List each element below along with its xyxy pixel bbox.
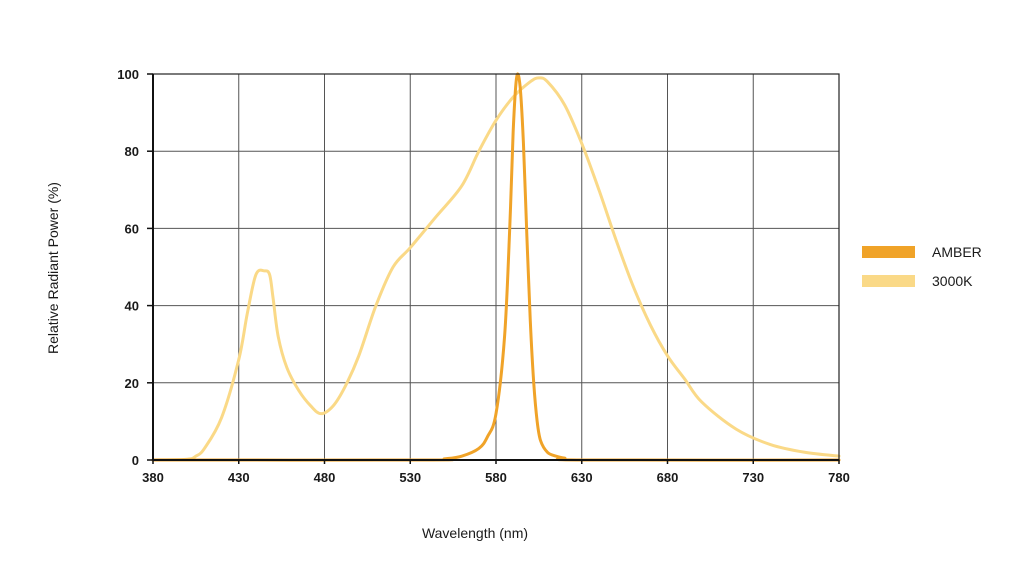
y-tick-label: 40 <box>125 299 139 314</box>
legend-label-3000k: 3000K <box>932 273 973 289</box>
chart-legend: AMBER 3000K <box>862 244 982 289</box>
series-line-3000k <box>151 76 841 462</box>
x-axis-ticks: 380 430 480 530 580 630 680 730 780 <box>142 460 850 485</box>
x-tick-label: 480 <box>314 470 336 485</box>
chart-grid <box>153 74 839 460</box>
x-tick-label: 580 <box>485 470 507 485</box>
y-tick-label: 20 <box>125 376 139 391</box>
legend-swatch-3000k <box>862 275 915 287</box>
x-tick-label: 380 <box>142 470 164 485</box>
x-tick-label: 780 <box>828 470 850 485</box>
legend-label-amber: AMBER <box>932 244 982 260</box>
chart-series <box>151 72 841 462</box>
y-tick-label: 80 <box>125 144 139 159</box>
x-tick-label: 680 <box>657 470 679 485</box>
y-tick-label: 0 <box>132 453 139 468</box>
y-tick-label: 100 <box>117 67 139 82</box>
x-tick-label: 530 <box>399 470 421 485</box>
legend-swatch-amber <box>862 246 915 258</box>
x-tick-label: 730 <box>742 470 764 485</box>
series-line-amber <box>151 72 841 462</box>
x-tick-label: 630 <box>571 470 593 485</box>
x-axis-title: Wavelength (nm) <box>422 525 528 541</box>
y-axis-title: Relative Radiant Power (%) <box>45 182 61 354</box>
x-tick-label: 430 <box>228 470 250 485</box>
y-tick-label: 60 <box>125 221 139 236</box>
y-axis-ticks: 0 20 40 60 80 100 <box>117 67 153 468</box>
